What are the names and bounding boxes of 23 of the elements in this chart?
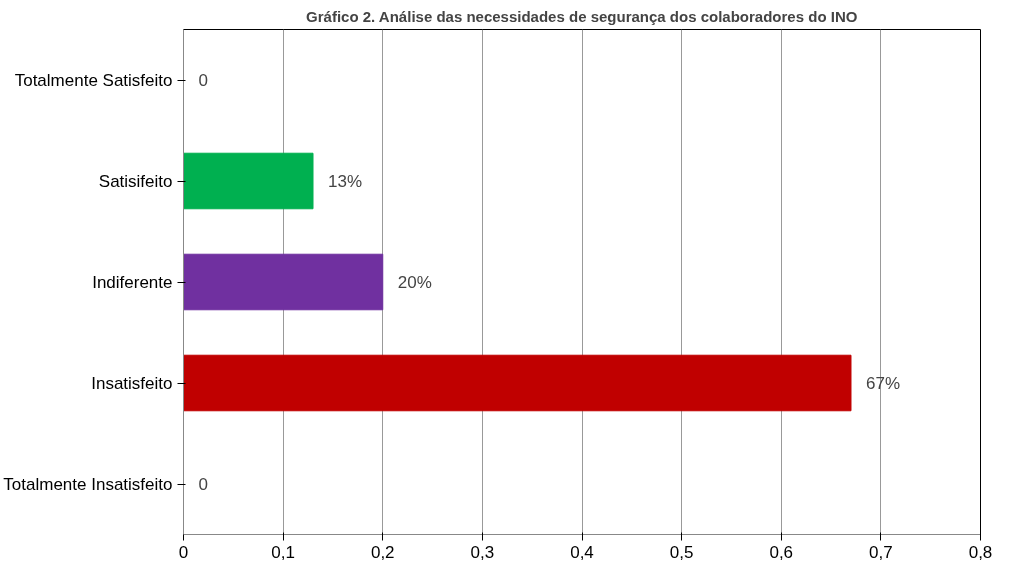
x-tick-label: 0,1 <box>271 542 295 562</box>
data-label: 13% <box>328 171 363 191</box>
y-tick-label: Insatisfeito <box>91 373 173 393</box>
bar <box>183 253 384 311</box>
data-label: 20% <box>397 272 432 292</box>
x-tick-label: 0,2 <box>370 542 395 562</box>
x-tick-label: 0,8 <box>968 542 993 562</box>
data-label: 0 <box>198 71 208 90</box>
data-label: 0 <box>198 475 208 494</box>
x-tick-label: 0,6 <box>769 542 794 562</box>
bar <box>183 152 314 210</box>
data-label: 67% <box>865 373 901 393</box>
x-tick-label: 0,3 <box>470 542 495 562</box>
y-tick-label: Satisifeito <box>98 171 173 191</box>
y-tick-label: Totalmente Insatisfeito <box>3 474 173 494</box>
y-tick-label: Indiferente <box>92 272 173 292</box>
y-tick-label: Totalmente Satisfeito <box>14 70 173 90</box>
bar <box>183 354 852 412</box>
x-tick-label: 0,4 <box>570 542 594 562</box>
chart-title: Gráfico 2. Análise das necessidades de segurança dos colaboradores do INO <box>306 7 858 25</box>
x-tick-label: 0 <box>178 542 189 562</box>
x-tick-label: 0,7 <box>869 542 893 562</box>
x-tick-label: 0,5 <box>669 542 694 562</box>
